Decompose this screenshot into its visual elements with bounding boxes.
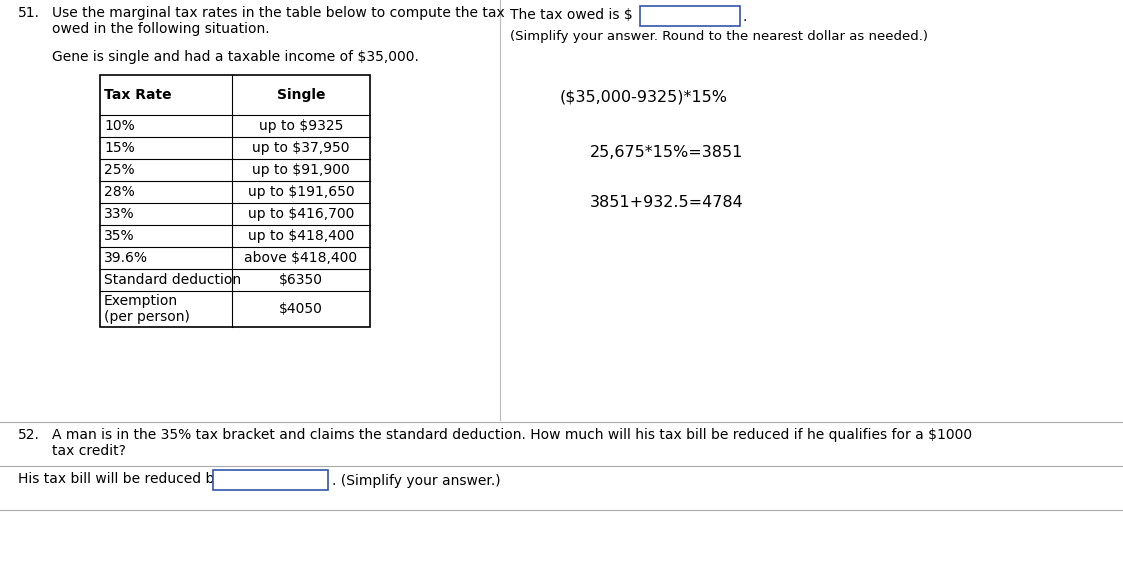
Text: above $418,400: above $418,400 — [245, 251, 357, 265]
Bar — [100, 75, 369, 327]
Text: 33%: 33% — [104, 207, 135, 221]
Text: A man is in the 35% tax bracket and claims the standard deduction. How much will: A man is in the 35% tax bracket and clai… — [52, 428, 973, 442]
Text: The tax owed is $: The tax owed is $ — [510, 8, 632, 22]
Text: up to $418,400: up to $418,400 — [248, 229, 354, 243]
Text: Standard deduction: Standard deduction — [104, 273, 241, 287]
Text: up to $416,700: up to $416,700 — [248, 207, 354, 221]
Text: 25%: 25% — [104, 163, 135, 177]
Text: up to $91,900: up to $91,900 — [253, 163, 350, 177]
Text: ($35,000-9325)*15%: ($35,000-9325)*15% — [560, 90, 728, 105]
Text: 15%: 15% — [104, 141, 135, 155]
Text: 25,675*15%=3851: 25,675*15%=3851 — [590, 145, 743, 160]
Bar — [213, 470, 328, 490]
Text: up to $9325: up to $9325 — [258, 119, 344, 133]
Text: Tax Rate: Tax Rate — [104, 88, 172, 102]
Text: 4484: 4484 — [673, 9, 707, 23]
Text: $4050: $4050 — [279, 302, 323, 316]
Bar — [640, 6, 740, 26]
Text: Gene is single and had a taxable income of $35,000.: Gene is single and had a taxable income … — [52, 50, 419, 64]
Text: 28%: 28% — [104, 185, 135, 199]
Text: . (Simplify your answer.): . (Simplify your answer.) — [332, 474, 501, 488]
Text: His tax bill will be reduced by $: His tax bill will be reduced by $ — [18, 472, 236, 486]
Text: Exemption
(per person): Exemption (per person) — [104, 294, 190, 324]
Text: Single: Single — [276, 88, 326, 102]
Text: 39.6%: 39.6% — [104, 251, 148, 265]
Text: Use the marginal tax rates in the table below to compute the tax: Use the marginal tax rates in the table … — [52, 6, 504, 20]
Text: 10%: 10% — [104, 119, 135, 133]
Text: 52.: 52. — [18, 428, 40, 442]
Text: .: . — [743, 10, 748, 24]
Text: (Simplify your answer. Round to the nearest dollar as needed.): (Simplify your answer. Round to the near… — [510, 30, 928, 43]
Text: 35%: 35% — [104, 229, 135, 243]
Text: 3851+932.5=4784: 3851+932.5=4784 — [590, 195, 743, 210]
Text: up to $37,950: up to $37,950 — [253, 141, 349, 155]
Text: 51.: 51. — [18, 6, 40, 20]
Text: tax credit?: tax credit? — [52, 444, 126, 458]
Text: owed in the following situation.: owed in the following situation. — [52, 22, 270, 36]
Text: up to $191,650: up to $191,650 — [248, 185, 355, 199]
Text: $6350: $6350 — [279, 273, 323, 287]
